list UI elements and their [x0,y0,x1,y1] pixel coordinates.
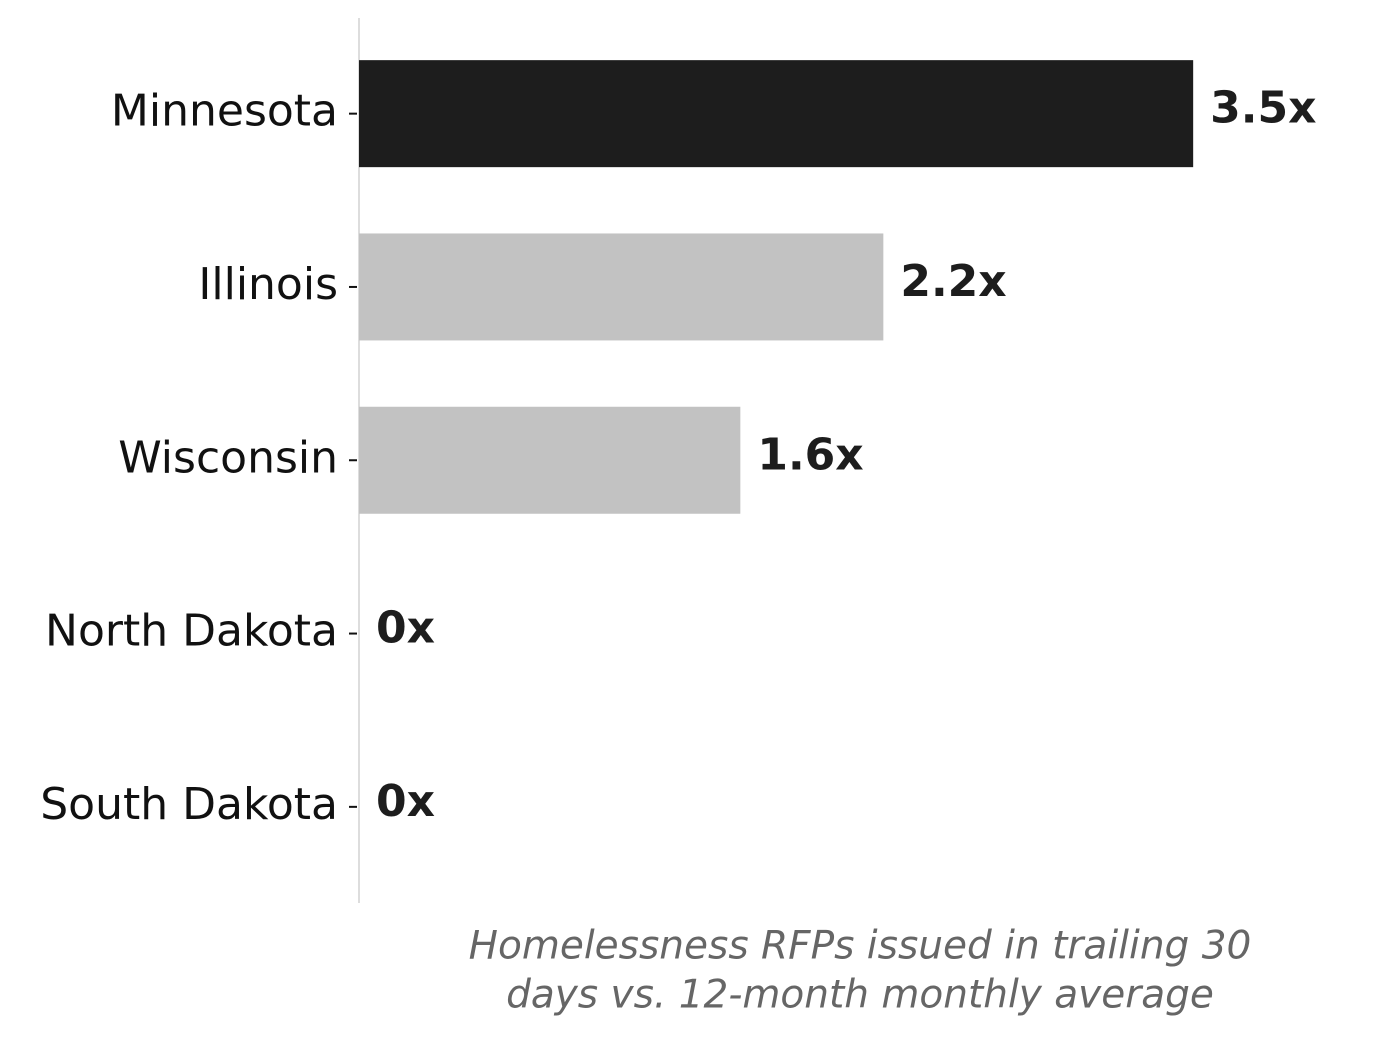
value-label: 0x [376,776,435,827]
value-label: 1.6x [757,429,863,480]
y-tick-label: North Dakota [45,606,338,657]
x-axis-label: days vs. 12-month monthly average [506,973,1214,1018]
bar [359,60,1194,168]
y-tick-label: Illinois [198,259,338,310]
y-tick-label: Wisconsin [118,432,338,483]
bar [359,406,741,514]
x-axis-label: Homelessness RFPs issued in trailing 30 [469,924,1252,969]
y-tick-label: South Dakota [40,779,338,830]
value-label: 0x [376,603,435,654]
value-label: 2.2x [900,256,1006,307]
value-label: 3.5x [1210,83,1316,134]
bar [359,233,884,341]
y-tick-label: Minnesota [111,86,338,137]
